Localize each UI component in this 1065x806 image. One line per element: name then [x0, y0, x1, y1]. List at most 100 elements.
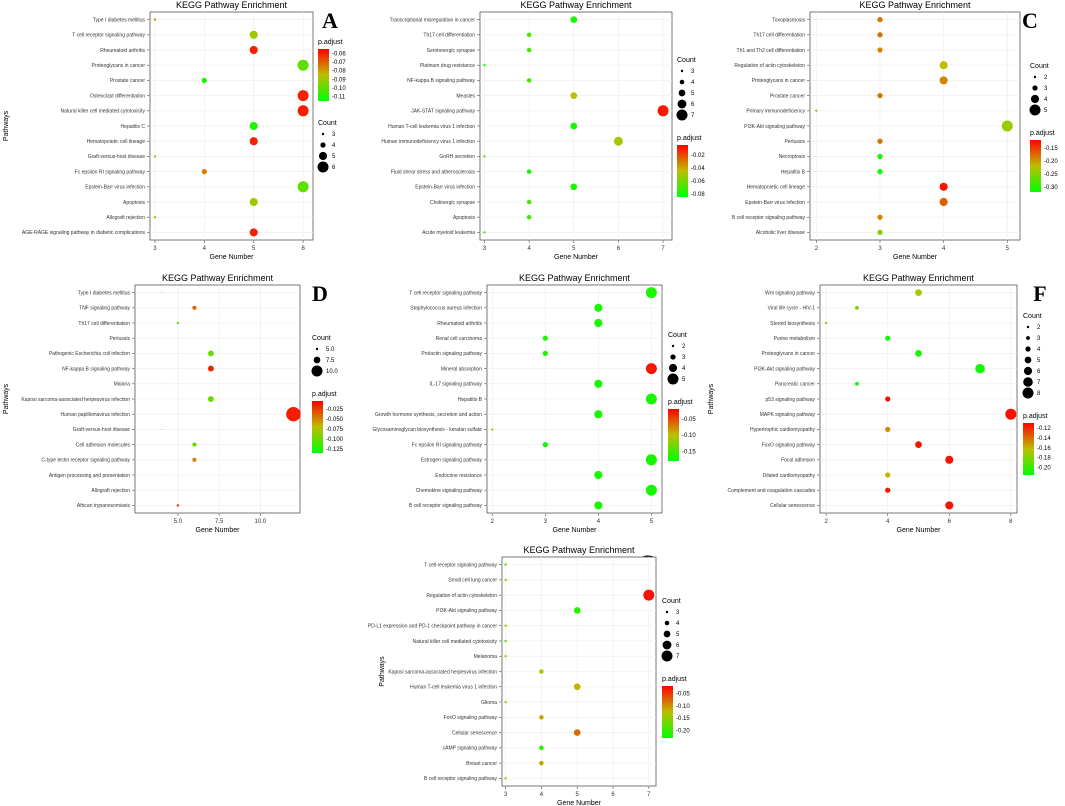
data-point	[885, 335, 891, 341]
x-tick-label: 2	[815, 246, 819, 252]
panel-b: KEGG Pathway EnrichmentB34567Transcripti…	[381, 0, 705, 261]
data-point	[945, 455, 954, 464]
y-tick-label: NF-kappa B signaling pathway	[407, 78, 475, 84]
data-point	[570, 92, 578, 99]
size-legend-label: 3	[1037, 336, 1041, 342]
data-point	[201, 77, 207, 84]
data-point	[945, 501, 954, 510]
color-legend-label: -0.075	[326, 427, 344, 433]
data-point	[939, 61, 948, 70]
y-tick-label: Rheumatoid arthritis	[437, 321, 482, 327]
data-point	[483, 63, 486, 67]
y-tick-label: C-type lectin receptor signaling pathway	[41, 458, 130, 464]
y-tick-label: Dilated cardiomyopathy	[763, 473, 816, 479]
color-legend-label: -0.30	[1044, 185, 1058, 191]
y-tick-label: Rheumatoid arthritis	[100, 48, 145, 54]
color-legend-title: p.adjust	[1030, 130, 1055, 137]
x-tick-label: 3	[483, 246, 487, 252]
color-legend-title: p.adjust	[668, 399, 693, 406]
y-tick-label: Kaposi sarcoma-associated herpesvirus in…	[388, 669, 497, 675]
color-legend-title: p.adjust	[312, 391, 337, 398]
y-tick-label: Complement and coagulation cascades	[727, 488, 815, 494]
data-point	[915, 350, 922, 357]
y-tick-label: Purine metabolism	[774, 336, 815, 342]
size-legend-key	[679, 79, 685, 85]
x-tick-label: 4	[597, 519, 601, 525]
data-point	[192, 442, 197, 447]
size-legend-key	[665, 610, 669, 614]
color-legend-bar	[668, 409, 679, 461]
data-point	[161, 337, 162, 339]
data-point	[504, 777, 507, 780]
color-legend-label: -0.06	[691, 179, 705, 185]
y-axis-label: Pathways	[708, 383, 715, 414]
data-point	[594, 410, 603, 419]
data-point	[885, 396, 891, 402]
size-legend-label: 7.5	[326, 358, 335, 364]
size-legend-label: 5	[332, 154, 336, 160]
y-tick-label: Human immunodeficiency virus 1 infection	[381, 139, 475, 145]
data-point	[526, 169, 532, 174]
data-point	[542, 441, 548, 448]
y-tick-label: Pertussis	[784, 139, 805, 145]
y-tick-label: PD-L1 expression and PD-1 checkpoint pat…	[368, 624, 498, 630]
size-legend-label: 4	[682, 366, 686, 372]
size-legend-label: 5	[1037, 358, 1041, 364]
y-tick-label: Type I diabetes mellitus	[93, 17, 146, 23]
size-legend-title: Count	[318, 120, 337, 127]
data-point	[1001, 120, 1013, 132]
y-tick-label: Human T-cell leukemia virus 1 infection	[410, 685, 497, 691]
x-tick-label: 4	[203, 246, 207, 252]
y-tick-label: PI3K-Akt signaling pathway	[744, 124, 805, 130]
y-tick-label: FoxO signaling pathway	[444, 715, 498, 721]
y-tick-label: Fc epsilon RI signaling pathway	[75, 169, 146, 175]
y-tick-label: cAMP signaling pathway	[443, 746, 498, 752]
data-point	[594, 318, 603, 328]
data-point	[877, 138, 883, 144]
y-tick-label: Viral life cycle - HIV-1	[768, 306, 816, 312]
size-legend-key	[661, 650, 673, 662]
data-point	[249, 197, 258, 207]
panel-letter: F	[1033, 281, 1046, 306]
x-axis-label: Gene Number	[897, 527, 942, 534]
data-point	[153, 216, 157, 219]
color-legend-label: -0.12	[1037, 426, 1051, 432]
y-tick-label: B cell receptor signaling pathway	[409, 503, 483, 509]
y-tick-label: Glioma	[481, 700, 497, 706]
data-point	[855, 305, 859, 310]
y-tick-label: T cell receptor signaling pathway	[72, 33, 145, 39]
size-legend-key	[1023, 366, 1033, 376]
size-legend-key	[1025, 346, 1031, 352]
y-tick-label: Cellular senescence	[452, 730, 497, 736]
size-legend-label: 6	[691, 102, 695, 108]
x-tick-label: 4	[527, 246, 531, 252]
y-tick-label: Fc epsilon RI signaling pathway	[412, 442, 483, 448]
color-legend-label: -0.10	[682, 433, 696, 439]
data-point	[573, 607, 581, 614]
size-legend-key	[317, 161, 329, 173]
color-legend-label: -0.18	[1037, 456, 1051, 462]
data-point	[885, 472, 891, 478]
y-tick-label: Serotonergic synapse	[427, 48, 476, 54]
size-legend-label: 7	[1037, 380, 1041, 386]
data-point	[815, 109, 818, 113]
size-legend-label: 3	[332, 132, 336, 138]
color-legend-label: -0.07	[332, 60, 346, 66]
x-axis-label: Gene Number	[196, 527, 241, 534]
panel-title: KEGG Pathway Enrichment	[519, 273, 631, 283]
data-point	[855, 381, 859, 386]
y-tick-label: IL-17 signaling pathway	[429, 382, 482, 388]
data-point	[877, 16, 883, 23]
size-legend-label: 7	[691, 113, 695, 119]
y-tick-label: Regulation of actin cytoskeleton	[426, 593, 497, 599]
y-tick-label: Measles	[456, 93, 475, 99]
size-legend-label: 2	[1044, 75, 1048, 81]
y-tick-label: FoxO signaling pathway	[762, 442, 816, 448]
color-legend-title: p.adjust	[662, 676, 687, 683]
size-legend-label: 5	[691, 91, 695, 97]
color-legend-label: -0.125	[326, 447, 344, 453]
data-point	[176, 321, 180, 325]
color-legend-title: p.adjust	[318, 39, 343, 46]
y-tick-label: Cell adhesion molecules	[76, 442, 131, 448]
size-legend-label: 4	[691, 80, 695, 86]
